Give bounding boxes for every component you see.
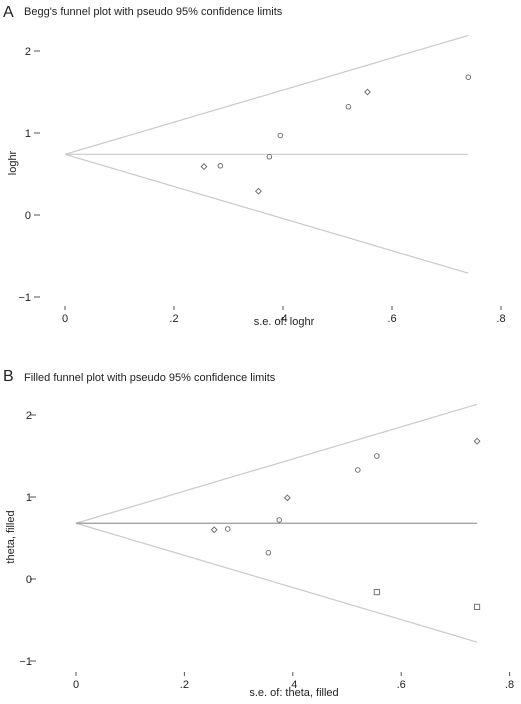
panel-b-y-axis-label: theta, filled: [5, 510, 17, 563]
panel-a-letter: A: [3, 4, 14, 21]
panel-b-x-tick-label: .4: [288, 679, 297, 691]
panel-b-plot-area: 0 .2 .4 .6 .8 −1 0 1 2: [19, 403, 514, 691]
panel-a-plot-area: 0 .2 .4 .6 .8 −1 0 1 2: [18, 34, 506, 325]
panel-b-letter: B: [3, 368, 14, 385]
panel-a: A Begg's funnel plot with pseudo 95% con…: [3, 4, 506, 328]
panel-b-y-tick-label: 2: [26, 410, 32, 422]
panel-b-x-axis-label: s.e. of: theta, filled: [249, 687, 338, 699]
panel-b-study-point: [225, 526, 231, 532]
panel-a-study-point: [255, 187, 262, 195]
panel-a-y-tick-label: −1: [18, 292, 31, 304]
panel-a-title: Begg's funnel plot with pseudo 95% confi…: [24, 6, 283, 18]
panel-a-study-point: [277, 132, 284, 139]
panel-a-study-point: [200, 163, 208, 171]
panel-b-study-point: [210, 526, 218, 534]
panel-a-x-tick-label: .6: [387, 313, 396, 325]
panel-b-study-point: [283, 494, 291, 502]
panel-b-filled-study-point: [373, 589, 380, 596]
panel-a-study-point: [217, 163, 224, 169]
panel-b-y-tick-label: −1: [19, 656, 32, 668]
panel-b-filled-study-point: [474, 603, 481, 610]
panel-a-x-tick-label: .4: [278, 313, 287, 325]
panel-b-title: Filled funnel plot with pseudo 95% confi…: [24, 372, 276, 384]
panel-b: B Filled funnel plot with pseudo 95% con…: [3, 368, 514, 699]
panel-b-upper-limit-line: [75, 403, 478, 524]
panel-b-x-tick-label: .8: [505, 679, 514, 691]
panel-a-x-tick-label: .2: [169, 313, 178, 325]
panel-a-study-point: [364, 88, 371, 96]
panel-a-study-point: [465, 74, 472, 80]
panel-a-upper-limit-line: [64, 34, 469, 155]
panel-b-x-tick-label: .2: [180, 679, 189, 691]
panel-b-study-point: [355, 467, 361, 473]
panel-b-x-tick-label: .6: [397, 679, 406, 691]
panel-a-y-tick-label: 0: [25, 210, 31, 222]
panel-a-x-tick-label: .8: [496, 313, 505, 325]
panel-b-y-tick-label: 1: [26, 492, 32, 504]
panel-a-study-point: [266, 154, 273, 160]
panel-b-study-point: [473, 437, 481, 445]
panel-b-study-point: [276, 517, 283, 523]
panel-a-y-tick-label: 1: [25, 128, 31, 140]
panel-b-x-tick-label: 0: [73, 679, 79, 691]
panel-b-y-tick-label: 0: [26, 574, 32, 586]
panel-a-lower-limit-line: [64, 153, 469, 274]
panel-a-x-axis-label: s.e. of: loghr: [254, 316, 315, 328]
panel-b-study-point: [374, 453, 380, 459]
panel-a-y-tick-label: 2: [25, 46, 31, 58]
panel-a-y-axis-label: loghr: [7, 150, 19, 175]
panel-a-study-point: [345, 104, 352, 110]
panel-b-lower-limit-line: [75, 522, 478, 643]
panel-a-x-tick-label: 0: [62, 313, 68, 325]
panel-b-study-point: [265, 550, 272, 556]
